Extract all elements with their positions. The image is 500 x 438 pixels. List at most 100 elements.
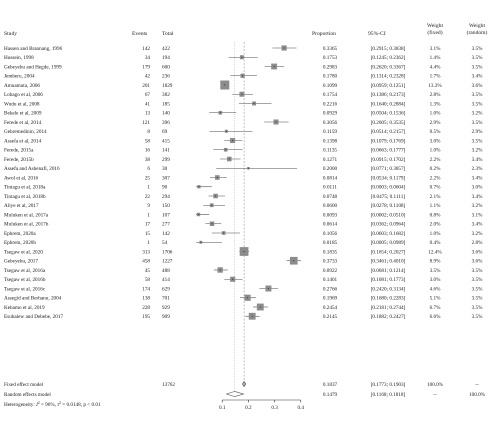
header-weight-fixed: Weight (fixed): [427, 23, 443, 36]
study-ci: [0.0002; 0.0510]: [371, 212, 406, 218]
point-estimate: [225, 149, 227, 151]
study-events: 15: [145, 231, 151, 237]
fixed-effect-diamond: [242, 380, 247, 388]
study-total: 194: [162, 55, 170, 61]
study-row: Tsegaw et al, 2016c 174 629 0.2766 [0.2420; …: [4, 285, 483, 292]
study-weight-random: 3.4%: [472, 194, 483, 200]
study-weight-fixed: 3.0%: [430, 277, 441, 283]
study-proportion: 0.1135: [323, 148, 337, 154]
study-weight-random: 3.5%: [472, 268, 483, 274]
study-proportion: 0.2145: [323, 314, 338, 320]
study-total: 600: [162, 64, 170, 70]
study-total: 382: [162, 92, 170, 98]
study-weight-fixed: 1.4%: [430, 55, 441, 61]
study-weight-fixed: 2.2%: [430, 157, 441, 163]
study-row: Ferede, 2015b 38 299 0.1271 [0.0915; 0.1702]…: [4, 156, 483, 163]
study-proportion: 0.1056: [323, 231, 338, 237]
study-row: Lobago et al, 2006 67 382 0.1754 [0.1386; 0.…: [4, 91, 483, 98]
study-weight-random: 2.3%: [472, 166, 483, 172]
x-axis-tick-label: 0.4: [298, 405, 305, 411]
study-weight-random: 3.2%: [472, 148, 483, 154]
study-row: Ephrem, 2020b 1 54 0.0185 [0.0005; 0.0989] 0.…: [4, 240, 483, 246]
point-estimate: [243, 250, 245, 253]
study-name: Aliye et al, 2017: [4, 203, 39, 209]
study-events: 17: [145, 222, 151, 228]
study-name: Gebremedinin, 2014: [4, 129, 47, 135]
study-name: Kebamo et al, 2019: [4, 305, 45, 311]
study-name: Tintagu et al, 2018b: [4, 194, 46, 200]
study-weight-random: 3.5%: [472, 101, 483, 107]
study-weight-fixed: 2.2%: [430, 175, 441, 181]
x-axis: 0.1 0.2 0.3 0.4: [219, 399, 305, 411]
point-estimate: [251, 315, 253, 317]
study-weight-random: 3.0%: [472, 185, 483, 191]
study-weight-random: 3.2%: [472, 203, 483, 209]
study-weight-fixed: 0.7%: [430, 185, 441, 191]
study-weight-random: 3.5%: [472, 296, 483, 302]
study-ci: [0.0603; 0.1682]: [371, 231, 406, 237]
study-ci: [0.0514; 0.2157]: [371, 129, 406, 135]
point-estimate: [216, 176, 218, 179]
study-row: Awol et al, 2016 25 307 0.0814 [0.0534; 0.11…: [4, 175, 483, 181]
study-proportion: 0.1398: [323, 138, 338, 144]
random-effects-diamond: [225, 391, 245, 397]
study-events: 121: [142, 120, 150, 126]
study-weight-fixed: 6.7%: [430, 305, 441, 311]
point-estimate: [232, 139, 234, 142]
study-total: 299: [162, 157, 170, 163]
study-events: 38: [145, 157, 151, 163]
x-axis-tick-label: 0.3: [271, 405, 278, 411]
study-weight-fixed: 3.0%: [430, 138, 441, 144]
point-estimate: [259, 306, 261, 308]
study-weight-random: 3.1%: [472, 212, 483, 218]
point-estimate: [211, 204, 213, 206]
study-ci: [0.0681; 0.1214]: [371, 268, 406, 274]
study-ci: [0.1882; 0.2427]: [371, 314, 406, 320]
study-ci: [0.1680; 0.2283]: [371, 296, 406, 302]
header-ci: 95%-CI: [368, 31, 386, 37]
study-name: Tsegaw et al, 2016b: [4, 277, 46, 283]
study-weight-fixed: 1.0%: [430, 111, 441, 117]
study-ci: [0.0475; 0.1111]: [371, 194, 405, 200]
study-events: 22: [145, 194, 151, 200]
study-total: 141: [162, 148, 170, 154]
study-name: Hussein, 1998: [4, 55, 34, 61]
study-name: Muluken et al, 2017b: [4, 222, 49, 228]
study-events: 9: [147, 203, 150, 209]
study-rows: Hassen and Brannang, 1996 142 422 0.3365 [0.…: [4, 45, 483, 320]
study-weight-random: 3.5%: [472, 286, 483, 292]
study-events: 16: [145, 148, 151, 154]
study-weight-fixed: 0.8%: [430, 212, 441, 218]
point-estimate: [242, 75, 244, 77]
study-ci: [0.1654; 0.2027]: [371, 249, 406, 255]
study-total: 236: [162, 74, 170, 80]
point-estimate: [224, 84, 226, 86]
study-proportion: 0.1754: [323, 92, 338, 98]
study-ci: [0.1245; 0.2362]: [371, 55, 406, 61]
point-estimate: [198, 186, 200, 188]
study-ci: [0.1386; 0.2173]: [371, 92, 406, 98]
study-weight-fixed: 8.9%: [430, 259, 441, 265]
study-weight-random: 3.6%: [472, 83, 483, 89]
study-events: 45: [145, 268, 151, 274]
study-weight-fixed: 0.4%: [430, 240, 441, 246]
study-name: Assegid and Berhanu, 2004: [4, 296, 62, 302]
point-estimate: [275, 121, 277, 123]
study-ci: [0.1314; 0.2328]: [371, 74, 406, 80]
study-row: Assefa et al, 2014 58 415 0.1398 [0.1079; 0.…: [4, 137, 483, 144]
study-weight-fixed: 4.6%: [430, 286, 441, 292]
x-axis-tick-label: 0.2: [245, 405, 252, 411]
point-estimate: [197, 213, 199, 216]
study-name: Muluken et al, 2017a: [4, 212, 49, 218]
study-row: Bekele et al, 2009 13 140 0.0929 [0.0504; 0.…: [4, 111, 483, 117]
study-weight-fixed: 5.1%: [430, 296, 441, 302]
study-row: Kebamo et al, 2019 228 929 0.2454 [0.2181; 0…: [4, 303, 483, 311]
study-row: Tsegaw et al, 2016b 58 414 0.1401 [0.1081; 0…: [4, 276, 483, 283]
study-proportion: 0.2000: [323, 166, 338, 172]
point-estimate: [247, 297, 249, 299]
study-row: Assegid and Berhanu, 2004 138 701 0.1969 [0.…: [4, 294, 483, 302]
study-events: 42: [145, 74, 151, 80]
study-total: 150: [162, 203, 170, 209]
study-total: 277: [162, 222, 170, 228]
study-weight-fixed: 0.2%: [430, 166, 441, 172]
